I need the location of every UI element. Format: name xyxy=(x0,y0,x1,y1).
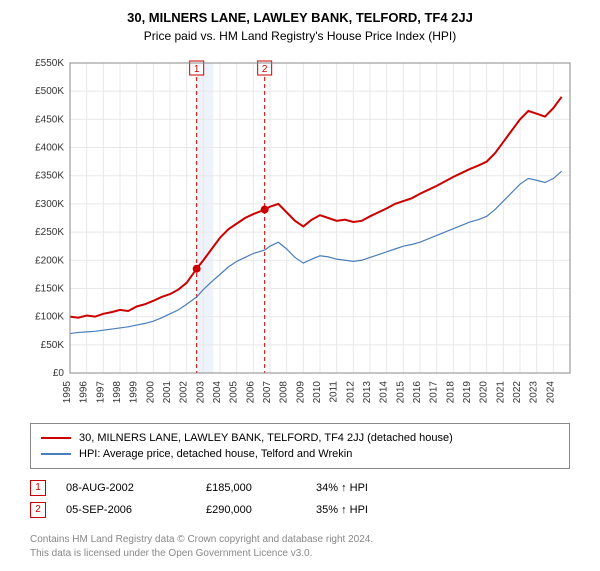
svg-text:2: 2 xyxy=(262,64,268,75)
legend-item: 30, MILNERS LANE, LAWLEY BANK, TELFORD, … xyxy=(41,430,559,446)
svg-text:2007: 2007 xyxy=(262,381,273,404)
svg-text:£350K: £350K xyxy=(35,171,64,182)
marker-price: £290,000 xyxy=(206,504,316,516)
marker-badge: 1 xyxy=(30,480,46,496)
svg-text:2021: 2021 xyxy=(495,381,506,404)
svg-text:£400K: £400K xyxy=(35,143,64,154)
svg-text:1996: 1996 xyxy=(79,381,90,404)
svg-text:£500K: £500K xyxy=(35,86,64,97)
footer-line: This data is licensed under the Open Gov… xyxy=(30,547,570,561)
legend-item: HPI: Average price, detached house, Telf… xyxy=(41,446,559,462)
svg-text:2000: 2000 xyxy=(145,381,156,404)
svg-text:£250K: £250K xyxy=(35,227,64,238)
legend-label: HPI: Average price, detached house, Telf… xyxy=(79,448,352,460)
page-subtitle: Price paid vs. HM Land Registry's House … xyxy=(10,29,590,43)
svg-text:2013: 2013 xyxy=(362,381,373,404)
marker-date: 05-SEP-2006 xyxy=(66,504,206,516)
svg-text:2023: 2023 xyxy=(529,381,540,404)
svg-text:1995: 1995 xyxy=(62,381,73,404)
legend: 30, MILNERS LANE, LAWLEY BANK, TELFORD, … xyxy=(30,423,570,469)
svg-text:2010: 2010 xyxy=(312,381,323,404)
legend-swatch xyxy=(41,437,71,439)
svg-text:2004: 2004 xyxy=(212,381,223,404)
marker-date: 08-AUG-2002 xyxy=(66,482,206,494)
svg-text:£50K: £50K xyxy=(41,340,65,351)
svg-text:£550K: £550K xyxy=(35,58,64,69)
svg-text:2011: 2011 xyxy=(329,381,340,403)
svg-text:2015: 2015 xyxy=(395,381,406,404)
svg-text:£300K: £300K xyxy=(35,199,64,210)
svg-text:2012: 2012 xyxy=(345,381,356,404)
footer: Contains HM Land Registry data © Crown c… xyxy=(30,533,570,561)
svg-text:2017: 2017 xyxy=(429,381,440,404)
legend-label: 30, MILNERS LANE, LAWLEY BANK, TELFORD, … xyxy=(79,432,453,444)
svg-text:£450K: £450K xyxy=(35,114,64,125)
marker-price: £185,000 xyxy=(206,482,316,494)
line-chart: £0 £50K £100K £150K £200K £250K £300K £350K £400… xyxy=(20,53,580,413)
marker-table: 1 08-AUG-2002£185,00034% ↑ HPI 2 05-SEP-200… xyxy=(30,477,570,521)
svg-text:2002: 2002 xyxy=(179,381,190,404)
svg-text:2003: 2003 xyxy=(195,381,206,404)
marker-row: 2 05-SEP-2006£290,00035% ↑ HPI xyxy=(30,499,570,521)
svg-text:2005: 2005 xyxy=(229,381,240,404)
svg-text:2020: 2020 xyxy=(479,381,490,404)
svg-text:2019: 2019 xyxy=(462,381,473,404)
svg-text:1997: 1997 xyxy=(95,381,106,404)
svg-text:2014: 2014 xyxy=(379,381,390,404)
svg-text:1: 1 xyxy=(194,64,200,75)
svg-text:2009: 2009 xyxy=(295,381,306,404)
svg-text:£150K: £150K xyxy=(35,283,64,294)
svg-text:£0: £0 xyxy=(53,368,65,379)
legend-swatch xyxy=(41,453,71,454)
svg-text:2016: 2016 xyxy=(412,381,423,404)
svg-text:1999: 1999 xyxy=(129,381,140,404)
page-title: 30, MILNERS LANE, LAWLEY BANK, TELFORD, … xyxy=(10,10,590,25)
footer-line: Contains HM Land Registry data © Crown c… xyxy=(30,533,570,547)
svg-text:2018: 2018 xyxy=(445,381,456,404)
svg-text:2001: 2001 xyxy=(162,381,173,404)
marker-delta: 34% ↑ HPI xyxy=(316,482,436,494)
svg-text:£100K: £100K xyxy=(35,312,64,323)
svg-text:2024: 2024 xyxy=(545,381,556,404)
svg-text:2008: 2008 xyxy=(279,381,290,404)
marker-badge: 2 xyxy=(30,502,46,518)
svg-text:2006: 2006 xyxy=(245,381,256,404)
svg-text:£200K: £200K xyxy=(35,255,64,266)
marker-delta: 35% ↑ HPI xyxy=(316,504,436,516)
svg-text:2022: 2022 xyxy=(512,381,523,404)
marker-row: 1 08-AUG-2002£185,00034% ↑ HPI xyxy=(30,477,570,499)
svg-text:1998: 1998 xyxy=(112,381,123,404)
